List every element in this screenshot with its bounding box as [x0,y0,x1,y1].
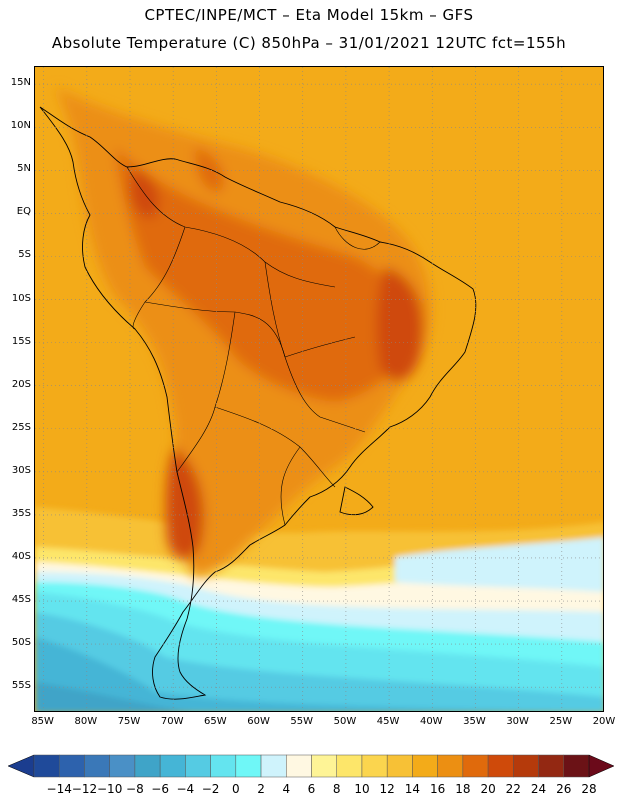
lon-tick-label: 75W [117,716,141,727]
temperature-field-continent [55,87,432,577]
colorbar-tick-label: 24 [530,782,547,796]
colorbar-tick-label: 16 [429,782,446,796]
lat-tick-label: 5S [18,249,31,261]
colorbar [7,754,615,778]
colorbar-tick-label: 28 [581,782,597,796]
lat-tick-label: EQ [16,206,31,218]
colorbar-swatch [386,754,413,778]
lon-tick-label: 30W [506,716,529,727]
colorbar-swatch [412,754,438,778]
colorbar-swatch [538,754,565,778]
coastlines [39,106,477,700]
colorbar-tick-label: −4 [176,782,195,796]
colorbar-swatch [210,754,237,778]
colorbar-swatch [235,754,262,778]
lat-tick-label: 15S [11,335,31,347]
colorbar-tick-label: −10 [97,782,123,796]
map-title: CPTEC/INPE/MCT – Eta Model 15km – GFS [144,6,474,24]
colorbar-tick-label: 6 [307,782,316,796]
country-borders [126,166,381,526]
lon-tick-label: 85W [31,716,54,727]
colorbar-swatch [462,754,489,778]
lon-tick-label: 35W [463,716,486,727]
lat-tick-label: 45S [11,594,31,606]
colorbar-tick-label: 14 [404,782,421,796]
lon-tick-label: 50W [333,716,357,727]
colorbar-tick-label: −12 [71,782,98,796]
colorbar-under-arrow [7,754,35,778]
colorbar-tick-label: 22 [505,782,521,796]
lon-tick-label: 65W [204,716,227,727]
colorbar-swatch [134,754,161,778]
lat-tick-label: 20S [11,378,31,390]
colorbar-tick-label: −2 [201,782,220,796]
lon-tick-label: 80W [74,716,98,727]
colorbar-swatch [84,754,110,778]
colorbar-swatch [513,754,539,778]
lon-tick-label: 55W [290,716,314,727]
lon-tick-label: 40W [419,716,443,727]
colorbar-tick-label: 20 [480,782,496,796]
colorbar-swatch [336,754,363,778]
colorbar-tick-label: 26 [556,782,572,796]
lat-tick-label: 30S [11,464,31,476]
colorbar-tick-label: 2 [257,782,265,796]
colorbar-swatch [437,754,464,778]
lon-tick-label: 45W [376,716,400,727]
lat-lon-grid [35,67,603,711]
lat-tick-label: 10N [10,120,31,132]
colorbar-swatch [33,754,60,778]
colorbar-swatch [286,754,312,778]
lat-tick-label: 15N [10,77,31,89]
colorbar-swatch [159,754,186,778]
colorbar-swatch [361,754,388,778]
colorbar-swatch [260,754,287,778]
colorbar-tick-label: 10 [354,782,370,796]
colorbar-tick-label: −8 [126,782,144,796]
colorbar-swatch [563,754,590,778]
lon-tick-label: 70W [160,716,184,727]
lat-tick-label: 50S [11,637,31,649]
colorbar-swatch [109,754,136,778]
lat-tick-label: 10S [11,292,31,304]
map-subtitle: Absolute Temperature (C) 850hPa – 31/01/… [51,34,567,52]
colorbar-swatch [58,754,85,778]
colorbar-swatch [311,754,337,778]
temperature-field-south [35,507,603,711]
lat-tick-label: 55S [11,680,31,692]
map-canvas [35,67,603,711]
colorbar-tick-label: 18 [455,782,471,796]
colorbar-tick-label: −14 [46,782,72,796]
lat-tick-label: 35S [11,507,31,519]
temperature-map[interactable] [34,66,604,712]
colorbar-tick-label: 4 [282,782,291,796]
lat-tick-label: 5N [17,163,31,175]
lat-tick-label: 25S [11,421,31,433]
colorbar-swatch [185,754,211,778]
colorbar-over-arrow [588,754,615,778]
lon-tick-label: 60W [247,716,270,727]
lon-tick-label: 20W [592,716,616,727]
colorbar-swatch [487,754,514,778]
lon-tick-label: 25W [549,716,573,727]
lat-tick-label: 40S [11,550,31,562]
colorbar-tick-label: 0 [231,782,240,796]
colorbar-tick-label: −6 [151,782,169,796]
colorbar-tick-label: 8 [332,782,341,796]
colorbar-tick-label: 12 [379,782,395,796]
